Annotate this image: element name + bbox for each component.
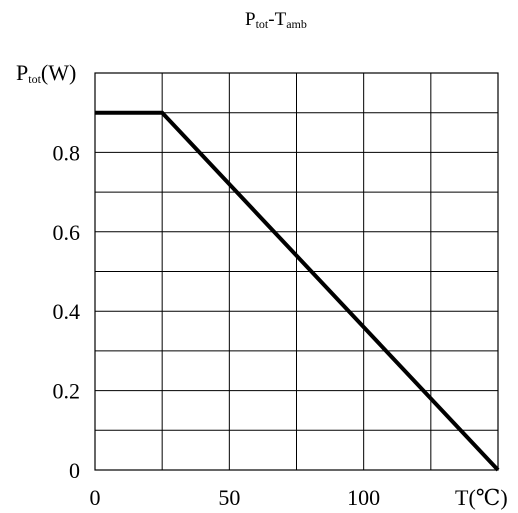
x-tick-label: 100 bbox=[347, 485, 380, 510]
plot-frame bbox=[94, 72, 499, 471]
y-tick-label: 0.2 bbox=[53, 379, 81, 404]
series-line-ptot bbox=[95, 110, 500, 472]
y-tick-label: 0 bbox=[69, 458, 80, 483]
title-p: P bbox=[245, 9, 256, 30]
y-tick-label: 0.6 bbox=[53, 220, 81, 245]
y-tick-label: 0.8 bbox=[53, 140, 81, 165]
grid bbox=[95, 73, 498, 470]
y-axis-label: Ptot(W) bbox=[16, 60, 76, 86]
x-tick-label: 0 bbox=[90, 485, 101, 510]
title-p-sub: tot bbox=[256, 17, 269, 31]
ylabel-p: P bbox=[16, 60, 28, 85]
y-tick-labels: 0 0.2 0.4 0.6 0.8 bbox=[53, 140, 81, 483]
y-tick-label: 0.4 bbox=[53, 299, 81, 324]
chart-title: Ptot-Tamb bbox=[245, 9, 307, 31]
ylabel-p-sub: tot bbox=[28, 72, 41, 86]
ylabel-unit: (W) bbox=[41, 60, 76, 85]
title-t-sub: amb bbox=[286, 17, 307, 31]
x-tick-label: 50 bbox=[218, 485, 240, 510]
title-dash: - bbox=[268, 9, 274, 30]
title-t: T bbox=[275, 9, 287, 30]
x-axis-label: T(℃) bbox=[455, 485, 508, 510]
x-tick-labels: 0 50 100 bbox=[90, 485, 381, 510]
